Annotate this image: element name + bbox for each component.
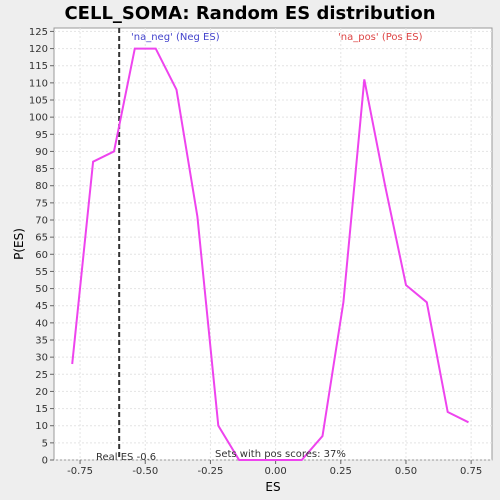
x-axis-ticks: -0.75 -0.50 -0.25 0.00 0.25 0.50 0.75 xyxy=(67,460,482,477)
y-tick-label: 5 xyxy=(42,438,48,449)
x-tick-label: 0.00 xyxy=(264,466,286,477)
y-tick-label: 15 xyxy=(35,404,48,415)
y-tick-label: 120 xyxy=(29,44,48,55)
x-axis-label: ES xyxy=(265,480,280,494)
y-tick-label: 20 xyxy=(35,387,48,398)
x-tick-label: -0.50 xyxy=(132,466,158,477)
y-tick-label: 65 xyxy=(35,233,48,244)
y-tick-label: 55 xyxy=(35,267,48,278)
y-tick-label: 50 xyxy=(35,284,48,295)
x-tick-label: 0.25 xyxy=(330,466,352,477)
y-tick-label: 0 xyxy=(42,456,48,467)
grid-lines xyxy=(54,28,492,461)
neg-es-label: 'na_neg' (Neg ES) xyxy=(131,32,220,43)
y-tick-label: 100 xyxy=(29,113,48,124)
x-tick-label: -0.25 xyxy=(197,466,223,477)
y-tick-label: 85 xyxy=(35,164,48,175)
y-tick-label: 30 xyxy=(35,353,48,364)
y-tick-label: 45 xyxy=(35,301,48,312)
y-tick-label: 40 xyxy=(35,318,48,329)
y-tick-label: 70 xyxy=(35,216,48,227)
x-tick-label: 0.50 xyxy=(395,466,417,477)
y-tick-label: 35 xyxy=(35,336,48,347)
y-tick-label: 105 xyxy=(29,96,48,107)
y-tick-label: 110 xyxy=(29,78,48,89)
real-es-label: Real ES -0.6 xyxy=(96,452,156,463)
y-tick-label: 75 xyxy=(35,198,48,209)
x-tick-label: -0.75 xyxy=(67,466,93,477)
pos-es-label: 'na_pos' (Pos ES) xyxy=(338,32,423,43)
y-tick-label: 95 xyxy=(35,130,48,141)
series-line xyxy=(71,47,469,461)
y-tick-label: 10 xyxy=(35,421,48,432)
chart-title: CELL_SOMA: Random ES distribution xyxy=(64,3,435,24)
y-tick-label: 115 xyxy=(29,61,48,72)
y-tick-label: 25 xyxy=(35,370,48,381)
y-axis-label: P(ES) xyxy=(12,228,26,260)
y-tick-label: 125 xyxy=(29,27,48,38)
y-axis-ticks: 0 5 10 15 20 25 30 35 40 45 50 55 60 65 70 75 80 85 90 95 10… xyxy=(29,27,54,467)
pos-scores-label: Sets with pos scores: 37% xyxy=(215,449,346,460)
y-tick-label: 80 xyxy=(35,181,48,192)
y-tick-label: 90 xyxy=(35,147,48,158)
x-tick-label: 0.75 xyxy=(460,466,482,477)
y-tick-label: 60 xyxy=(35,250,48,261)
